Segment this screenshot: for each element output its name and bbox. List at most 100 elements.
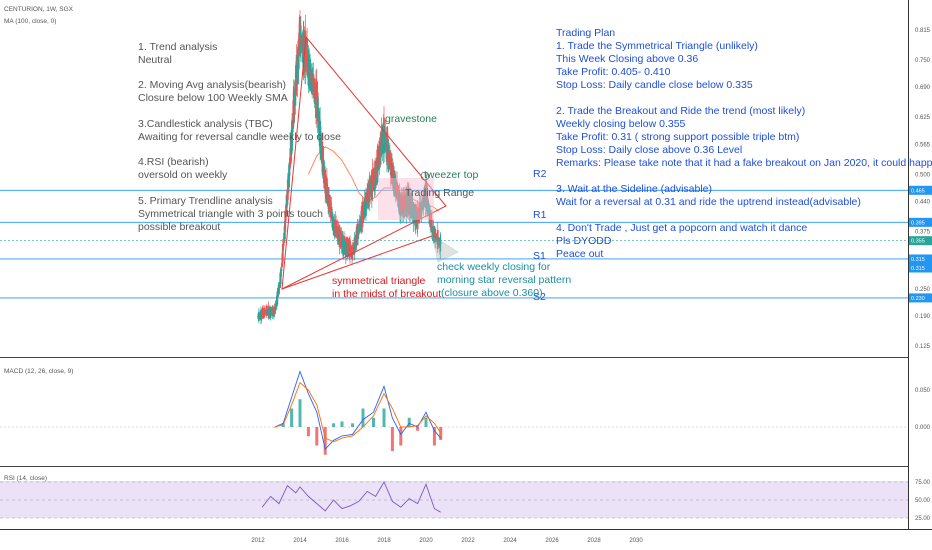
candle-body [265,305,268,316]
time-axis-label: 2028 [587,538,601,544]
macd-histogram-bar [424,417,428,427]
macd-histogram-bar [340,421,344,427]
candle-body [284,210,287,232]
trading-plan: Trading Plan 1. Trade the Symmetrical Tr… [556,27,932,260]
candle-body [281,263,283,267]
note-line: 2. Moving Avg analysis(bearish) [138,79,286,91]
plan-line: Wait for a reversal at 0.31 and ride the… [556,196,861,208]
symmetrical-triangle-label: in the midst of breakout [332,288,441,300]
gravestone-label: gravestone [385,113,437,125]
candle-body [356,225,359,246]
price-tick-label: 0.690 [915,85,931,91]
plan-line: Take Profit: 0.405- 0.410 [556,66,671,78]
rsi-line [261,481,441,513]
candle-body [285,194,288,217]
check-weekly-label: morning star reversal pattern [437,274,571,286]
level-label-r1: R1 [533,209,547,221]
price-axis-badge [909,293,932,303]
rsi-legend: RSI (14, close) [4,475,47,482]
candle-body [289,158,291,169]
price-tick-label: 0.250 [915,287,931,293]
plan-line: 3. Wait at the Sideline (advisable) [556,183,712,195]
price-tick-label: 0.565 [915,142,931,148]
rsi-tick-label: 25.00 [915,516,931,522]
trading-range-label: Trading Range [405,187,474,199]
macd-line [274,370,442,451]
candle-body [352,246,354,254]
candle-body [436,229,439,249]
price-tick-label: 0.815 [915,28,931,34]
time-axis-label: 2030 [629,538,643,544]
rsi-tick-label: 75.00 [915,480,931,486]
candle-body [421,201,424,211]
candle-body [293,93,296,123]
price-axis-badge-label: 0.355 [911,239,925,245]
macd-tick-label: 0.050 [915,388,931,394]
macd-histogram-bar [399,427,403,446]
price-axis-badge-label: 0.315 [911,257,925,263]
note-line: Symmetrical triangle with 3 points touch [138,208,323,220]
time-axis-label: 2022 [461,538,475,544]
macd-histogram-bar [432,427,436,446]
macd-histogram-bar [382,408,386,427]
price-axis-badge-label: 0.315 [911,266,925,272]
time-axis-label: 2014 [293,538,307,544]
note-line: oversold on weekly [138,169,228,181]
price-tick-label: 0.190 [915,314,931,320]
plan-line: Trading Plan [556,27,615,39]
macd-histogram-bar [332,423,336,427]
price-tick-label: 0.125 [915,344,931,350]
time-axis-label: 2020 [419,538,433,544]
level-label-s2: S2 [533,291,546,303]
plan-line: 4. Don't Trade , Just get a popcorn and … [556,222,807,234]
macd-histogram-bar [306,427,310,437]
ma-legend: MA (100, close, 0) [4,18,56,25]
plan-line: 2. Trade the Breakout and Ride the trend… [556,105,805,117]
plan-line: Remarks: Please take note that it had a … [556,157,932,169]
candle-body [284,213,287,222]
macd-histogram-bar [407,417,411,427]
price-tick-label: 0.440 [915,200,931,206]
rsi-band [0,481,908,518]
plan-line: Stop Loss: Daily close above 0.36 Level [556,144,742,156]
plan-line: Weekly closing below 0.355 [556,118,686,130]
candle-body [273,311,276,313]
time-axis-label: 2026 [545,538,559,544]
plan-line: This Week Closing above 0.36 [556,53,698,65]
note-line: 5. Primary Trendline analysis [138,195,273,207]
candle-body [374,164,377,189]
macd-histogram-bar [439,427,443,440]
macd-histogram-bar [351,423,354,427]
tweezer-top-label: tweezer top [424,169,478,181]
price-tick-label: 0.625 [915,115,931,121]
analysis-notes: 1. Trend analysis Neutral 2. Moving Avg … [138,41,341,233]
candle-body [278,282,281,289]
candle-body [439,236,442,252]
level-label-s1: S1 [533,250,546,262]
check-weekly-label: (closure above 0.360) [441,287,543,299]
plan-line: Take Profit: 0.31 ( strong support possi… [556,131,799,143]
note-line: Neutral [138,54,172,66]
symmetrical-triangle-label: symmetrical triangle [332,275,426,287]
price-axis-badge [909,254,932,264]
candle-body [276,291,279,305]
candle-body [291,120,293,152]
note-line: possible breakout [138,221,220,233]
plan-line: 1. Trade the Symmetrical Triangle (unlik… [556,40,758,52]
candle-body [278,282,280,295]
candle-body [434,233,437,239]
note-line: 4.RSI (bearish) [138,156,209,168]
symmetrical-triangle-lower [281,235,433,290]
time-axis-label: 2024 [503,538,517,544]
price-axis-badge-label: 0.465 [911,188,925,194]
candle-body [316,92,319,121]
plan-line: Stop Loss: Daily candle close below 0.33… [556,79,753,91]
price-axis-badge-label: 0.230 [911,296,925,302]
symmetrical-triangle-upper [281,35,447,290]
macd-histogram-bar [298,399,302,427]
macd-histogram-bar [273,427,277,428]
price-axis-badge [909,185,932,195]
time-axis-label: 2012 [251,538,265,544]
candle-body [439,242,442,245]
symbol-title: CENTURION, 1W, SGX [4,6,74,13]
